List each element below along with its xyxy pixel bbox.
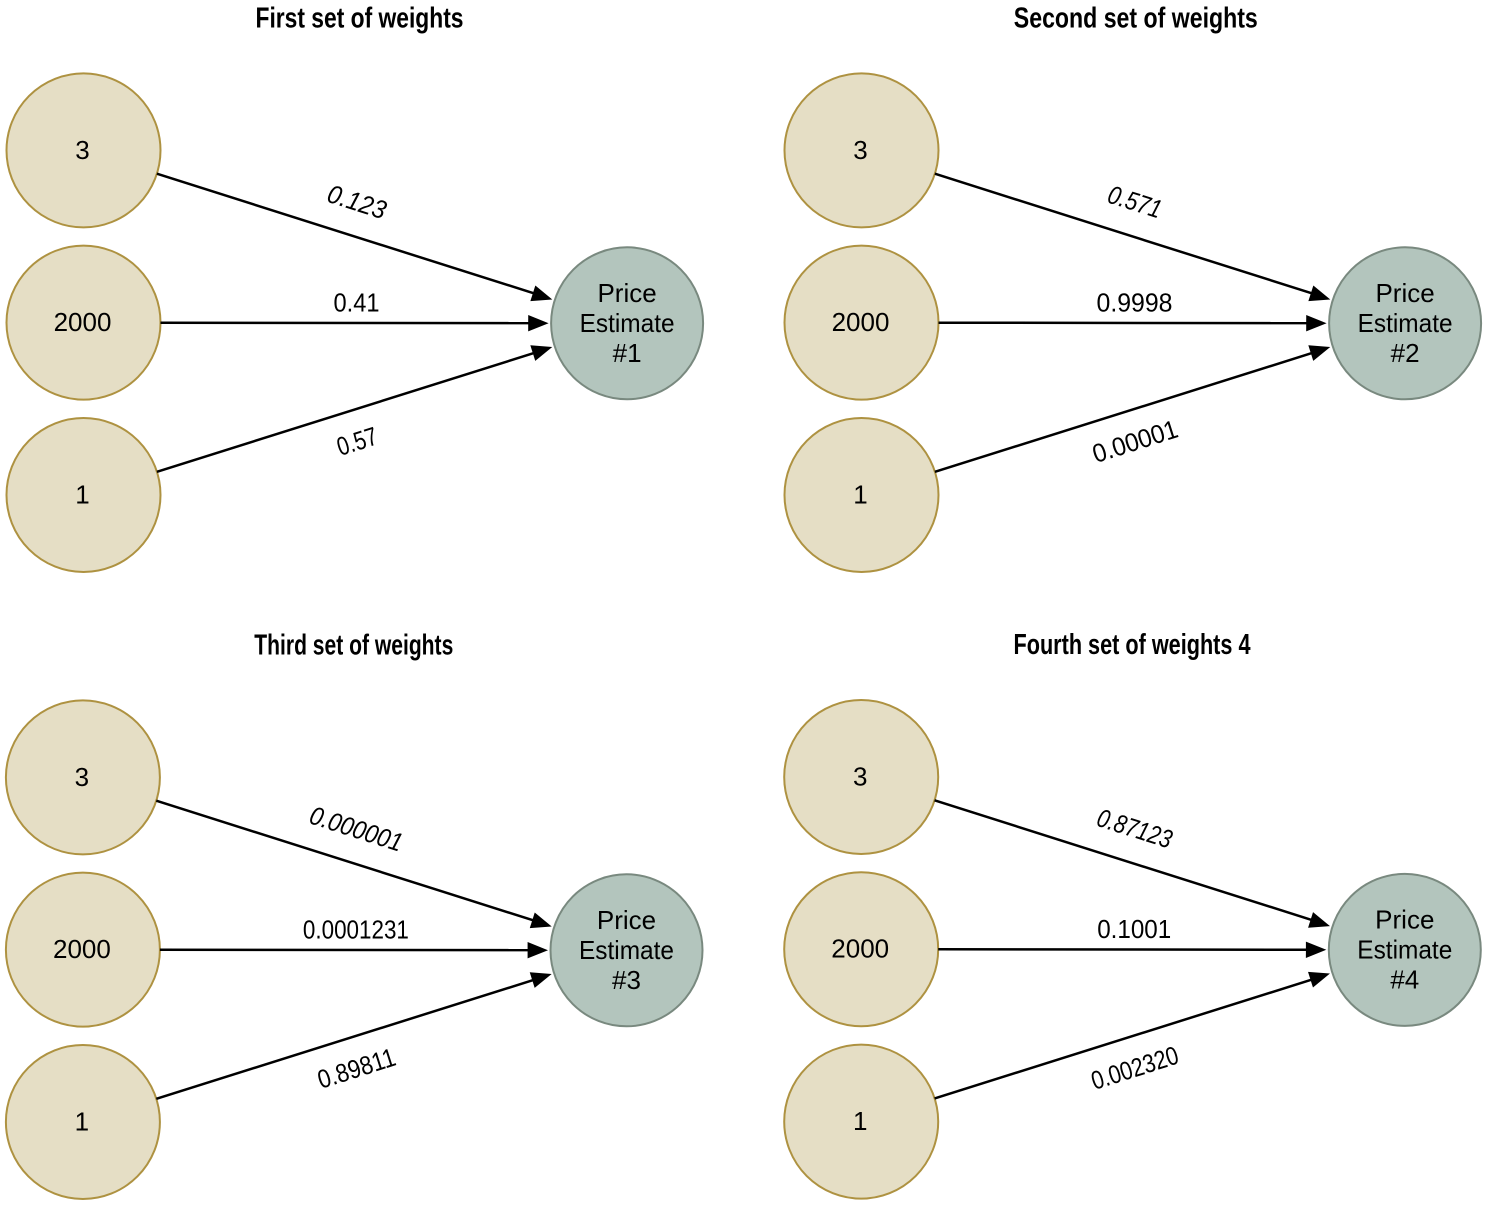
svg-text:Price: Price <box>1375 904 1434 934</box>
svg-text:3: 3 <box>75 762 89 792</box>
svg-text:3: 3 <box>75 135 89 165</box>
svg-text:First set of weights: First set of weights <box>256 3 464 35</box>
svg-text:3: 3 <box>853 135 867 165</box>
svg-text:2000: 2000 <box>832 307 890 337</box>
svg-text:#3: #3 <box>612 965 641 995</box>
svg-text:Price: Price <box>1375 278 1434 308</box>
svg-text:Third set of weights: Third set of weights <box>254 630 453 662</box>
svg-text:1: 1 <box>75 480 89 510</box>
svg-text:Estimate: Estimate <box>1358 308 1453 338</box>
svg-text:1: 1 <box>853 480 867 510</box>
svg-text:#2: #2 <box>1391 338 1420 368</box>
svg-text:#4: #4 <box>1390 964 1419 994</box>
svg-text:Fourth set of weights 4: Fourth set of weights 4 <box>1014 629 1251 661</box>
svg-text:Price: Price <box>597 278 656 308</box>
svg-text:0.9998: 0.9998 <box>1097 287 1173 317</box>
svg-text:0.0001231: 0.0001231 <box>303 914 409 944</box>
svg-text:1: 1 <box>75 1107 89 1137</box>
svg-text:Second set of weights: Second set of weights <box>1014 3 1258 35</box>
svg-text:Price: Price <box>597 905 656 935</box>
svg-text:0.41: 0.41 <box>334 287 380 317</box>
svg-text:2000: 2000 <box>53 934 111 964</box>
svg-text:1: 1 <box>853 1106 867 1136</box>
svg-text:0.1001: 0.1001 <box>1097 914 1171 944</box>
svg-text:Estimate: Estimate <box>1357 934 1452 964</box>
svg-text:2000: 2000 <box>54 307 112 337</box>
svg-text:2000: 2000 <box>831 934 889 964</box>
svg-text:Estimate: Estimate <box>579 935 674 965</box>
svg-text:3: 3 <box>853 762 867 792</box>
svg-text:#1: #1 <box>613 338 642 368</box>
svg-text:Estimate: Estimate <box>580 308 675 338</box>
